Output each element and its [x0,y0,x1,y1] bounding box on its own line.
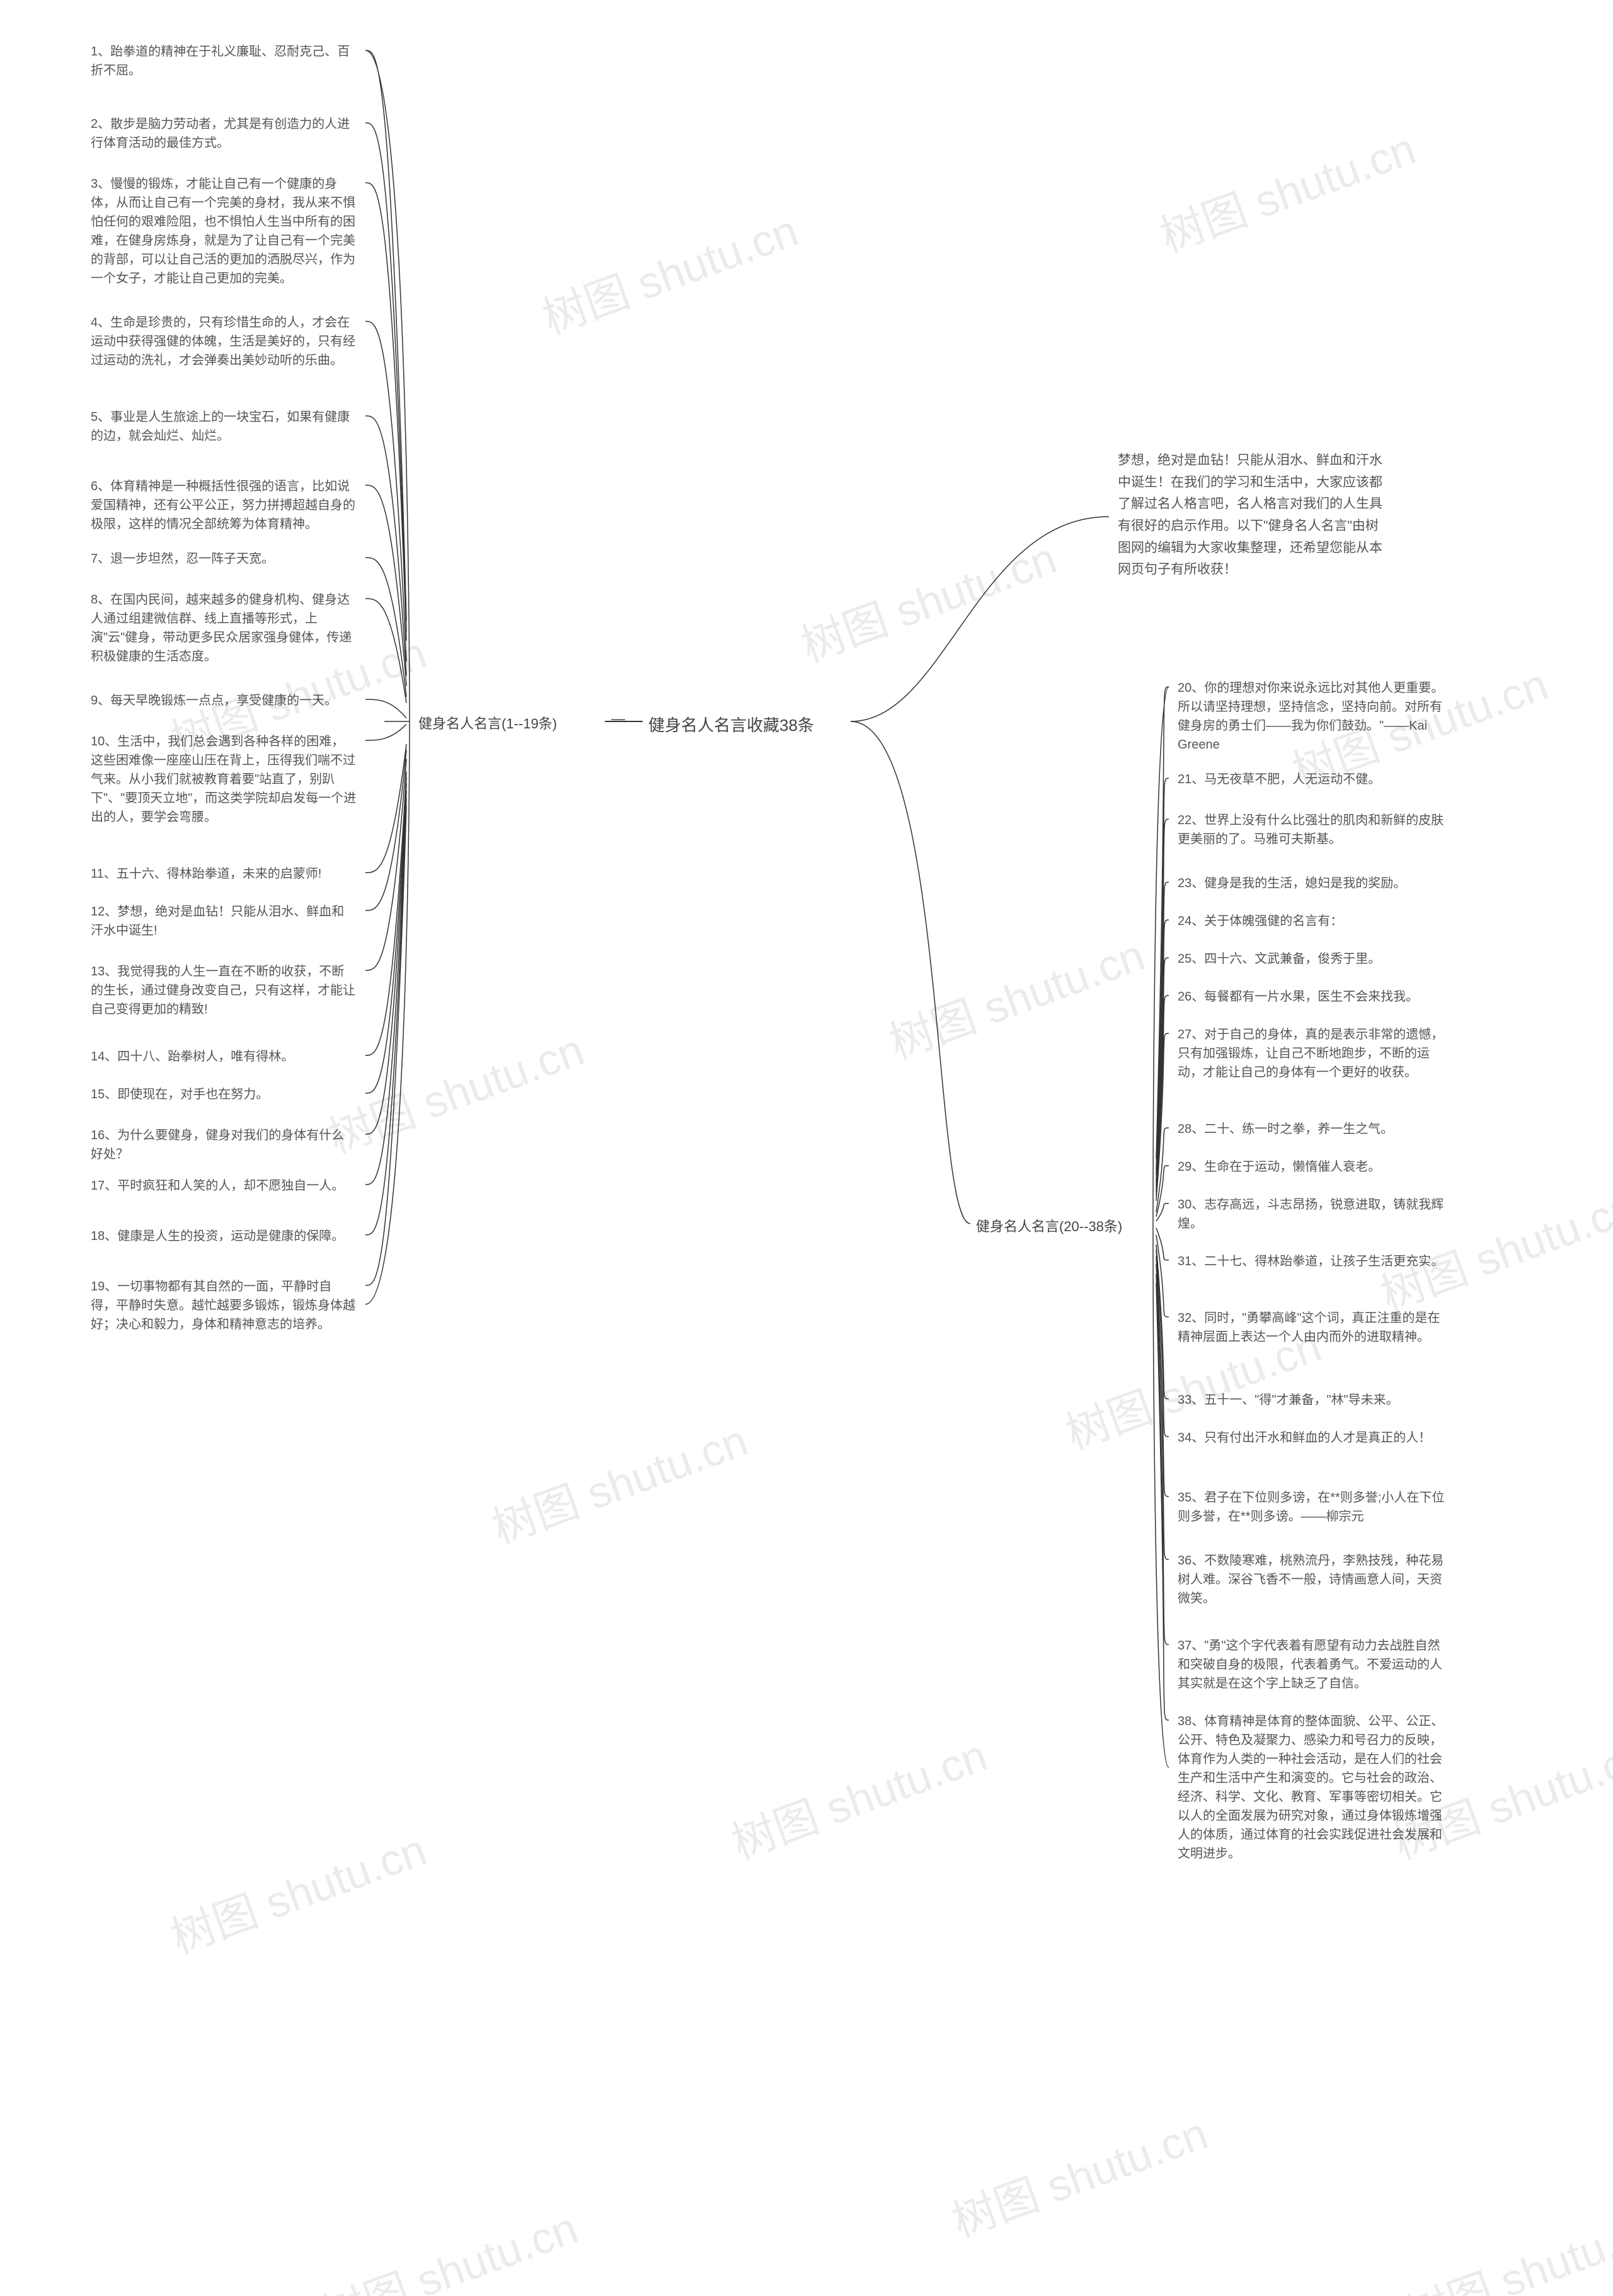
right-item: 37、"勇"这个字代表着有愿望有动力去战胜自然和突破自身的极限，代表着勇气。不爱… [1175,1635,1452,1694]
watermark: 树图 shutu.cn [533,196,806,347]
watermark: 树图 shutu.cn [943,2099,1215,2250]
left-item: 10、生活中，我们总会遇到各种各样的困难，这些困难像一座座山压在背上，压得我们喘… [88,731,359,828]
left-item: 17、平时疯狂和人笑的人，却不愿独自一人。 [88,1175,359,1197]
right-item: 32、同时，"勇攀高峰"这个词，真正注重的是在精神层面上表达一个人由内而外的进取… [1175,1307,1452,1348]
root-to-intro [851,517,1109,721]
right-item: 20、你的理想对你来说永远比对其他人更重要。所以请坚持理想，坚持信念，坚持向前。… [1175,677,1452,755]
watermark: 树图 shutu.cn [791,524,1064,675]
right-item: 24、关于体魄强健的名言有： [1175,910,1452,932]
right-branch-label: 健身名人名言(20--38条) [973,1215,1162,1238]
watermark: 树图 shutu.cn [313,2193,585,2296]
left-branch-label: 健身名人名言(1--19条) [416,712,592,735]
right-item: 21、马无夜草不肥，人无运动不健。 [1175,769,1452,790]
left-item: 1、跆拳道的精神在于礼义廉耻、忍耐克己、百折不屈。 [88,41,359,81]
intro-paragraph: 梦想，绝对是血钻！只能从泪水、鲜血和汗水中诞生！在我们的学习和生活中，大家应该都… [1115,449,1392,582]
left-item: 13、我觉得我的人生一直在不断的收获，不断的生长，通过健身改变自己，只有这样，才… [88,961,359,1020]
left-item: 5、事业是人生旅途上的一块宝石，如果有健康的边，就会灿烂、灿烂。 [88,406,359,447]
right-item: 26、每餐都有一片水果，医生不会来找我。 [1175,986,1452,1007]
watermark: 树图 shutu.cn [319,1015,592,1166]
left-item: 8、在国内民间，越来越多的健身机构、健身达人通过组建微信群、线上直播等形式，上演… [88,589,359,667]
right-item: 29、生命在于运动，懒惰催人衰老。 [1175,1156,1452,1178]
left-item: 6、体育精神是一种概括性很强的语言，比如说爱国精神，还有公平公正，努力拼搏超越自… [88,476,359,535]
right-item: 33、五十一、"得"才兼备，"林"导未来。 [1175,1389,1452,1411]
left-item: 9、每天早晚锻炼一点点，享受健康的一天。 [88,690,359,711]
right-item: 35、君子在下位则多谤，在**则多誉;小人在下位则多誉，在**则多谤。——柳宗元 [1175,1487,1452,1527]
watermark: 树图 shutu.cn [161,1815,434,1966]
right-item: 27、对于自己的身体，真的是表示非常的遗憾，只有加强锻炼，让自己不断地跑步，不断… [1175,1024,1452,1083]
left-item: 18、健康是人生的投资，运动是健康的保障。 [88,1225,359,1247]
left-item: 14、四十八、跆拳树人，唯有得林。 [88,1046,359,1067]
right-item: 38、体育精神是体育的整体面貌、公平、公正、公开、特色及凝聚力、感染力和号召力的… [1175,1711,1452,1864]
left-item: 16、为什么要健身，健身对我们的身体有什么好处？ [88,1125,359,1165]
left-item: 2、散步是脑力劳动者，尤其是有创造力的人进行体育活动的最佳方式。 [88,113,359,154]
right-item: 30、志存高远，斗志昂扬，锐意进取，铸就我辉煌。 [1175,1194,1452,1234]
watermark: 树图 shutu.cn [880,921,1152,1072]
right-item: 34、只有付出汗水和鲜血的人才是真正的人！ [1175,1427,1452,1449]
watermark: 树图 shutu.cn [483,1406,755,1557]
right-item: 23、健身是我的生活，媳妇是我的奖励。 [1175,873,1452,894]
right-item: 28、二十、练一时之拳，养一生之气。 [1175,1118,1452,1140]
left-item: 11、五十六、得林跆拳道，未来的启蒙师! [88,863,359,885]
root-node: 健身名人名言收藏38条 [646,712,847,739]
watermark: 树图 shutu.cn [1396,2193,1613,2296]
root-left-dash-text: — [611,711,625,727]
right-item: 31、二十七、得林跆拳道，让孩子生活更充实。 [1175,1251,1452,1272]
right-item: 25、四十六、文武兼备，俊秀于里。 [1175,948,1452,970]
right-item: 36、不数陵寒难，桃熟流丹，李熟技残，种花易树人难。深谷飞香不一般，诗情画意人间… [1175,1550,1452,1609]
left-item: 4、生命是珍贵的，只有珍惜生命的人，才会在运动中获得强健的体魄，生活是美好的，只… [88,312,359,371]
right-item: 22、世界上没有什么比强壮的肌肉和新鲜的皮肤更美丽的了。马雅可夫斯基。 [1175,810,1452,850]
watermark: 树图 shutu.cn [722,1721,995,1872]
left-item: 19、一切事物都有其自然的一面，平静时自得，平静时失意。越忙越要多锻炼，锻炼身体… [88,1276,359,1335]
left-item: 12、梦想，绝对是血钻！只能从泪水、鲜血和汗水中诞生! [88,901,359,941]
root-to-right-branch [851,721,970,1224]
watermark: 树图 shutu.cn [1151,114,1423,265]
left-item: 15、即使现在，对手也在努力。 [88,1084,359,1105]
left-item: 7、退一步坦然，忍一阵子天宽。 [88,548,359,570]
left-item: 3、慢慢的锻炼，才能让自己有一个健康的身体，从而让自己有一个完美的身材，我从来不… [88,173,359,289]
